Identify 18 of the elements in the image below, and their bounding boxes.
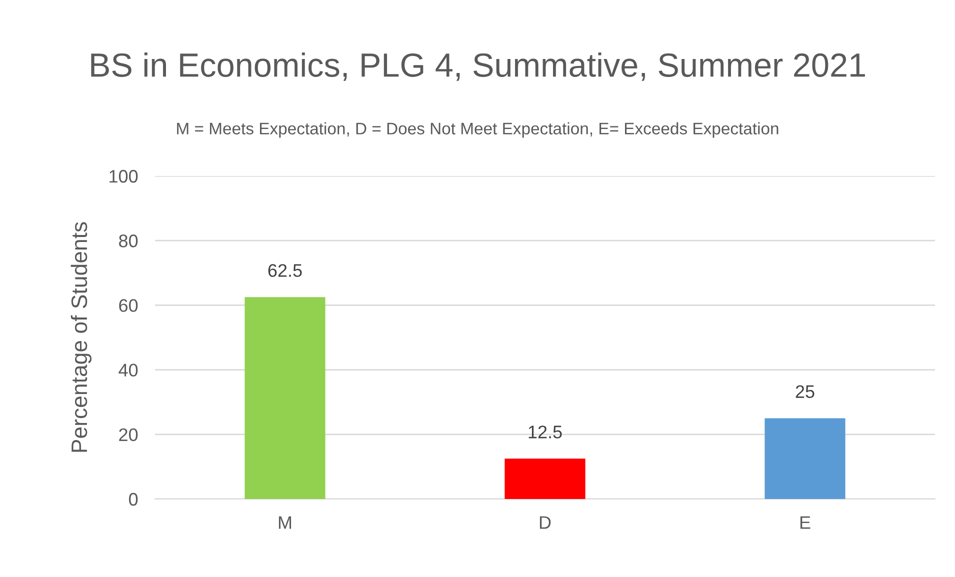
y-tick-label: 0	[129, 492, 138, 506]
data-label: 12.5	[528, 426, 562, 438]
y-axis-title: Percentage of Students	[70, 222, 92, 452]
chart-title: BS in Economics, PLG 4, Summative, Summer 2021	[91, 52, 865, 81]
y-tick-label: 80	[119, 234, 138, 248]
data-label: 62.5	[268, 264, 302, 277]
bar	[504, 458, 586, 499]
y-tick-label: 60	[119, 299, 138, 312]
y-tick-label: 20	[119, 428, 138, 442]
y-tick-label: 100	[110, 170, 138, 183]
chart-subtitle: M = Meets Expectation, D = Does Not Meet Expectation, E= Exceeds Expectation	[177, 122, 778, 138]
bar	[244, 297, 326, 499]
bar	[764, 418, 846, 499]
data-label: 25	[796, 385, 814, 398]
x-tick-label: M	[278, 516, 292, 529]
x-tick-label: E	[800, 516, 810, 529]
x-tick-label: D	[540, 516, 551, 529]
y-tick-label: 40	[118, 364, 138, 377]
